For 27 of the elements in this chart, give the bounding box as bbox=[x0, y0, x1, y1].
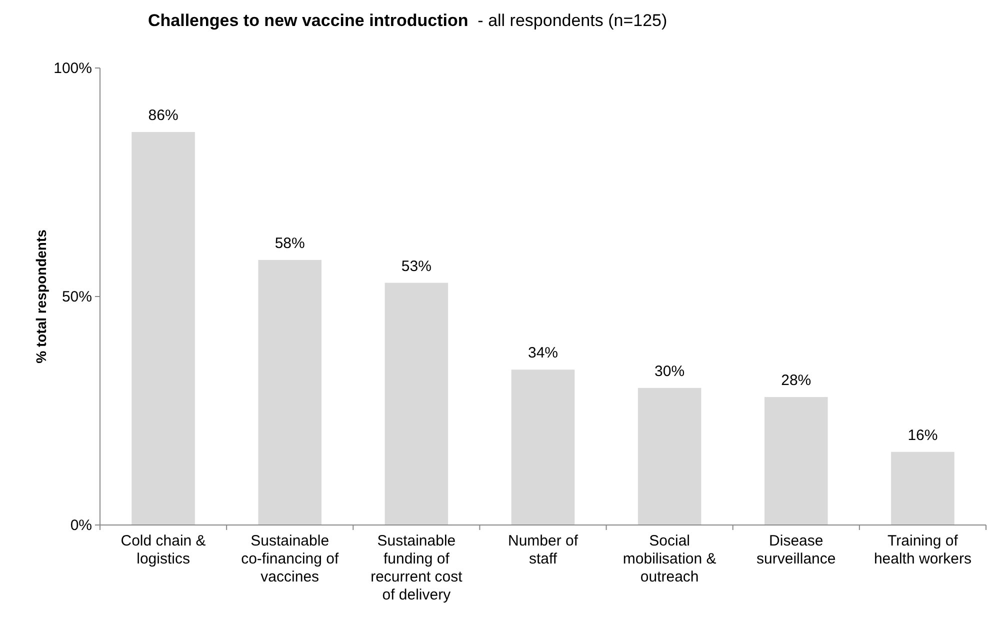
x-tick-label: Disease surveillance bbox=[756, 532, 836, 568]
bar bbox=[891, 452, 954, 525]
y-tick-label: 100% bbox=[54, 60, 92, 77]
bar bbox=[258, 260, 322, 525]
data-label: 30% bbox=[654, 362, 685, 380]
x-tick-label: Social mobilisation & outreach bbox=[622, 532, 716, 586]
chart-title: Challenges to new vaccine introduction bbox=[148, 11, 468, 30]
bar bbox=[511, 370, 575, 525]
bar bbox=[384, 282, 448, 525]
x-tick-label: Training of health workers bbox=[874, 532, 972, 568]
bar bbox=[764, 397, 828, 525]
data-label: 16% bbox=[908, 426, 938, 444]
y-axis-title: % total respondents bbox=[33, 229, 49, 364]
data-label: 34% bbox=[528, 344, 558, 362]
x-tick-label: Sustainable co-financing of vaccines bbox=[241, 532, 340, 586]
chart-subtitle: - all respondents (n=125) bbox=[468, 11, 668, 30]
data-label: 86% bbox=[148, 106, 178, 124]
data-label: 53% bbox=[401, 258, 432, 275]
y-tick-label: 0% bbox=[70, 516, 92, 534]
x-tick-label: Cold chain & logistics bbox=[120, 532, 206, 568]
bar bbox=[132, 132, 195, 525]
data-label: 28% bbox=[781, 372, 812, 390]
x-tick-label: Number of staff bbox=[508, 532, 579, 568]
data-label: 58% bbox=[274, 234, 305, 252]
x-tick-label: Sustainable funding of recurrent cost of delivery bbox=[370, 532, 464, 604]
bar bbox=[638, 388, 702, 525]
y-tick-label: 50% bbox=[62, 288, 92, 306]
